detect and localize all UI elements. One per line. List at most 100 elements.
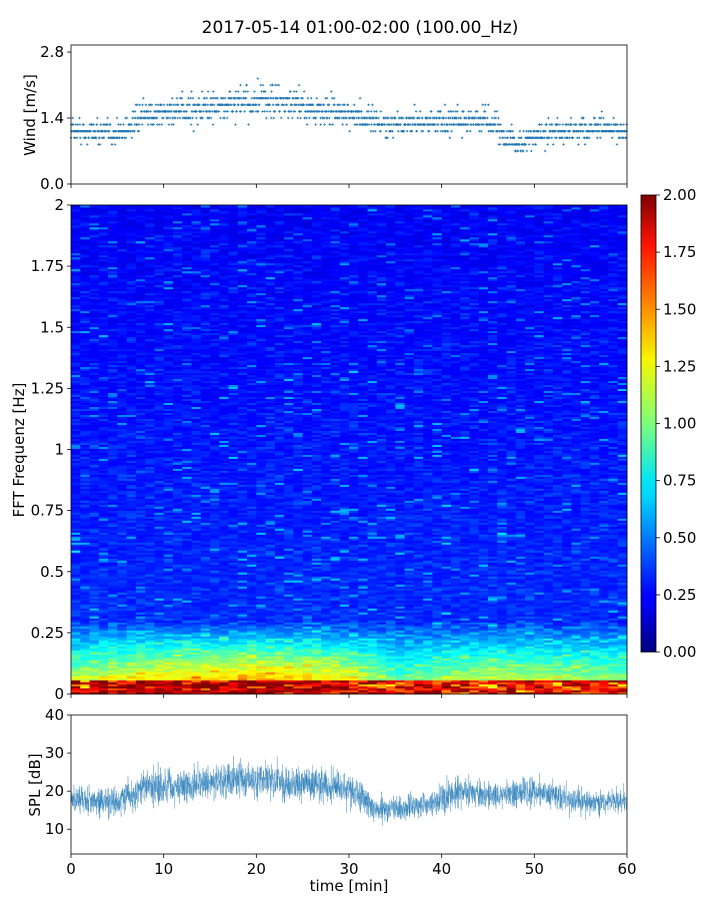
wind-ytick-label: 0.0: [40, 175, 64, 193]
wind-point: [530, 149, 533, 153]
wind-point: [79, 136, 82, 139]
wind-point: [246, 90, 249, 93]
wind-point: [195, 116, 198, 120]
wind-point: [296, 116, 299, 120]
wind-point: [76, 123, 79, 126]
wind-points: [69, 77, 628, 153]
wind-point: [384, 130, 388, 133]
wind-point: [243, 110, 246, 113]
wind-point: [323, 123, 326, 126]
wind-point: [78, 123, 82, 126]
wind-point: [370, 110, 373, 113]
wind-point: [258, 103, 261, 106]
wind-point: [152, 123, 155, 126]
wind-point: [287, 116, 290, 120]
wind-point: [616, 123, 619, 126]
wind-point: [243, 103, 246, 106]
wind-point: [130, 136, 133, 139]
wind-point: [525, 149, 529, 153]
wind-point: [341, 123, 344, 126]
wind-point: [292, 90, 296, 93]
wind-point: [113, 143, 117, 146]
wind-point: [609, 123, 613, 126]
wind-point: [154, 103, 158, 106]
wind-point: [78, 116, 81, 120]
wind-point: [124, 136, 128, 139]
wind-point: [265, 110, 269, 113]
wind-point: [345, 123, 348, 126]
wind-point: [181, 90, 184, 93]
wind-point: [484, 103, 487, 106]
wind-point: [448, 136, 451, 139]
wind-point: [577, 143, 580, 146]
wind-point: [499, 123, 502, 126]
wind-point: [138, 103, 141, 106]
wind-point: [270, 90, 273, 93]
wind-point: [319, 123, 322, 126]
wind-point: [546, 143, 549, 146]
figure-title: 2017-05-14 01:00-02:00 (100.00_Hz): [202, 18, 519, 38]
wind-point: [140, 110, 143, 113]
wind-point: [558, 123, 562, 126]
wind-point: [106, 123, 109, 126]
wind-point: [133, 110, 137, 113]
wind-point: [328, 123, 332, 126]
wind-point: [291, 116, 294, 120]
wind-point: [450, 130, 453, 133]
wind-point: [391, 130, 394, 133]
wind-point: [244, 90, 247, 93]
wind-point: [492, 130, 495, 133]
wind-point: [568, 136, 571, 139]
wind-point: [569, 116, 573, 120]
wind-point: [498, 136, 502, 139]
wind-point: [330, 90, 333, 93]
wind-point: [622, 123, 625, 126]
wind-point: [189, 123, 193, 126]
wind-point: [469, 110, 473, 113]
wind-point: [75, 136, 79, 139]
wind-point: [245, 83, 248, 87]
wind-point: [314, 123, 317, 126]
wind-point: [268, 110, 272, 113]
wind-point: [175, 97, 179, 100]
wind-point: [495, 110, 499, 113]
wind-point: [150, 103, 153, 106]
wind-point: [271, 103, 275, 106]
wind-point: [584, 123, 588, 126]
wind-point: [510, 123, 513, 126]
wind-point: [106, 116, 109, 120]
wind-point: [125, 116, 129, 120]
wind-point: [224, 97, 227, 100]
wind-point: [108, 130, 111, 133]
wind-point: [122, 123, 125, 126]
wind-point: [456, 110, 459, 113]
wind-point: [277, 83, 281, 87]
wind-point: [331, 123, 334, 126]
wind-point: [267, 97, 270, 100]
wind-point: [299, 116, 302, 120]
wind-point: [494, 116, 497, 120]
wind-point: [265, 116, 268, 120]
wind-point: [480, 130, 483, 133]
wind-point: [92, 123, 95, 126]
wind-point: [202, 110, 205, 113]
wind-point: [561, 123, 565, 126]
wind-point: [370, 123, 373, 126]
wind-point: [501, 136, 504, 139]
wind-point: [421, 116, 424, 120]
wind-point: [599, 136, 602, 139]
wind-point: [82, 123, 85, 126]
wind-point: [383, 123, 387, 126]
wind-point: [613, 130, 616, 133]
wind-point: [190, 90, 193, 93]
wind-point: [397, 130, 400, 133]
wind-point: [209, 116, 213, 120]
wind-point: [611, 136, 614, 139]
wind-point: [588, 136, 591, 139]
wind-point: [371, 103, 374, 106]
wind-point: [149, 110, 152, 113]
wind-point: [158, 123, 161, 126]
wind-point: [95, 123, 99, 126]
wind-point: [379, 130, 382, 133]
